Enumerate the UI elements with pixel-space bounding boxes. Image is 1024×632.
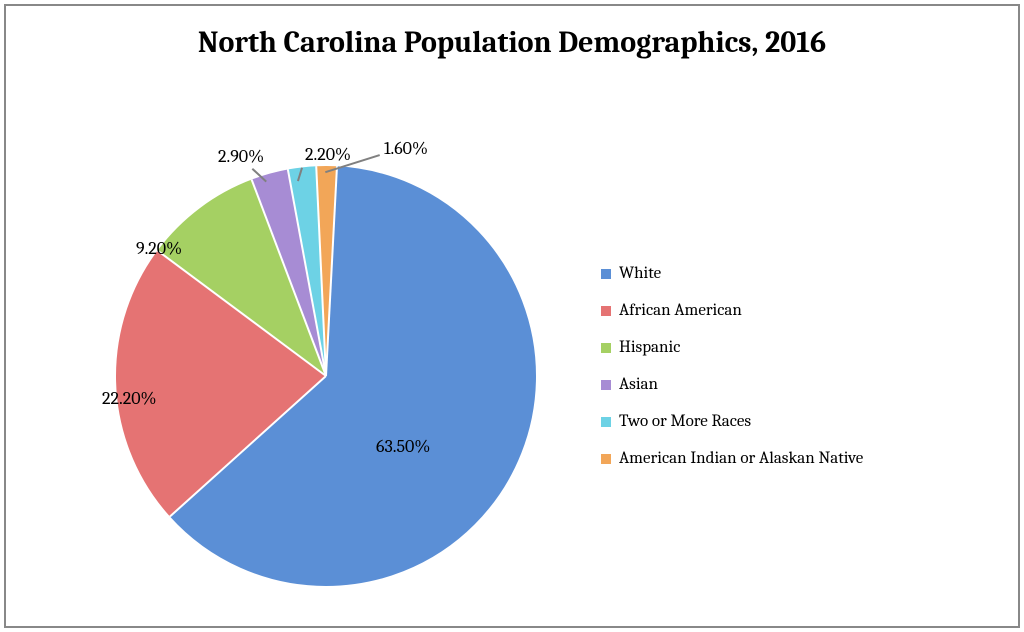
legend-item-1: African American (601, 301, 863, 320)
legend-marker (601, 269, 611, 279)
legend-label: White (619, 264, 661, 283)
legend-marker (601, 454, 611, 464)
chart-title: North Carolina Population Demographics, … (6, 26, 1018, 61)
legend-label: Two or More Races (619, 412, 751, 431)
legend-label: Asian (619, 375, 658, 394)
data-label-4: 2.20% (305, 144, 351, 165)
data-label-0: 63.50% (376, 436, 430, 457)
pie-svg (116, 166, 536, 586)
legend-label: African American (619, 301, 742, 320)
legend-label: Hispanic (619, 338, 680, 357)
legend: White African American Hispanic Asian Two or… (601, 264, 863, 486)
legend-item-4: Two or More Races (601, 412, 863, 431)
legend-item-3: Asian (601, 375, 863, 394)
legend-item-5: American Indian or Alaskan Native (601, 449, 863, 468)
legend-item-0: White (601, 264, 863, 283)
legend-marker (601, 380, 611, 390)
chart-frame: North Carolina Population Demographics, … (4, 4, 1020, 628)
legend-marker (601, 417, 611, 427)
legend-label: American Indian or Alaskan Native (619, 449, 863, 468)
data-label-5: 1.60% (384, 138, 428, 159)
legend-marker (601, 306, 611, 316)
legend-marker (601, 343, 611, 353)
pie-chart (116, 166, 536, 586)
legend-item-2: Hispanic (601, 338, 863, 357)
data-label-1: 22.20% (102, 388, 157, 409)
data-label-2: 9.20% (136, 238, 182, 259)
data-label-3: 2.90% (218, 146, 264, 167)
